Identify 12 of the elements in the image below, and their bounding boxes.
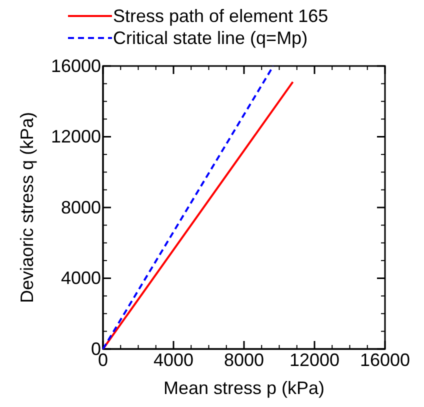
- y-tick-label: 12000: [50, 126, 101, 147]
- x-axis-title: Mean stress p (kPa): [163, 378, 325, 398]
- x-tick-label: 16000: [360, 350, 410, 370]
- y-tick-label: 16000: [50, 56, 101, 76]
- x-tick-label: 8000: [224, 350, 264, 370]
- legend-label: Stress path of element 165: [113, 6, 328, 26]
- legend-label: Critical state line (q=Mp): [113, 28, 308, 48]
- y-tick-label: 8000: [60, 197, 101, 218]
- x-tick-label: 12000: [289, 350, 340, 370]
- y-tick-label: 4000: [60, 268, 101, 288]
- x-tick-label: 4000: [153, 350, 194, 370]
- y-axis-title: Deviaoric stress q (kPa): [17, 112, 37, 304]
